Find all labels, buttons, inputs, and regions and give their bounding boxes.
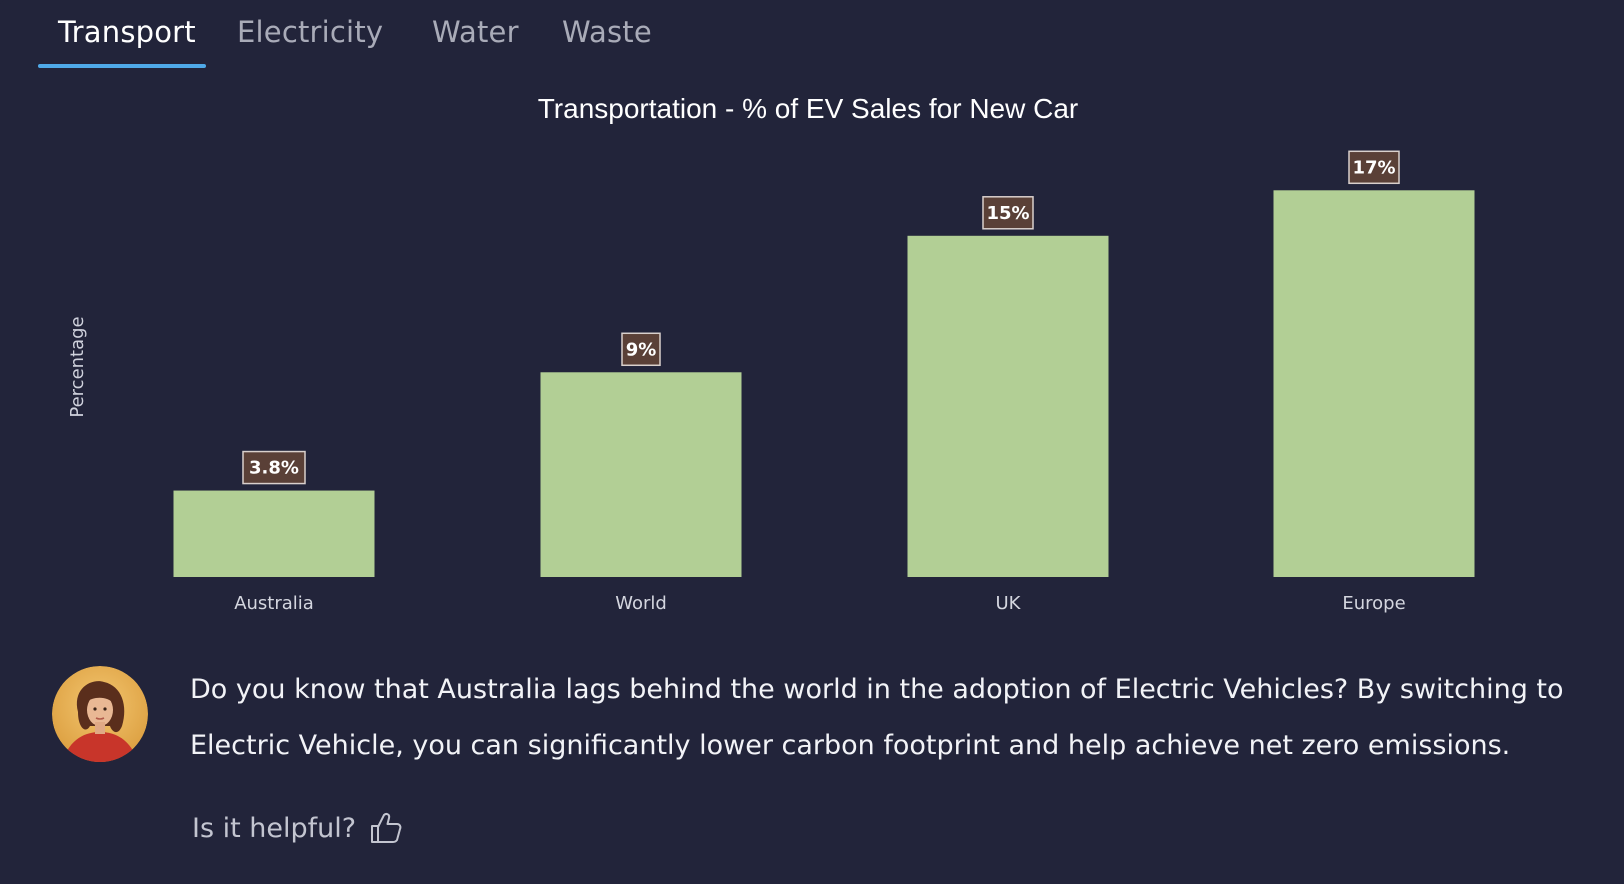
tab-waste[interactable]: Waste	[562, 15, 652, 49]
data-label-world: 9%	[626, 339, 657, 360]
insight-message: Do you know that Australia lags behind t…	[190, 674, 1564, 761]
data-label-box-australia	[242, 450, 306, 485]
tab-bar: Transport Electricity Water Waste	[38, 0, 738, 70]
tab-electricity[interactable]: Electricity	[237, 15, 384, 49]
bars-group: 3.8% Australia 9% World 15% UK 17% Europe	[173, 150, 1475, 614]
avatar-portrait-icon	[52, 666, 148, 762]
data-label-box-uk	[982, 196, 1034, 230]
x-tick-label-europe: Europe	[1342, 593, 1405, 614]
y-axis-label: Percentage	[67, 316, 88, 417]
tab-water[interactable]: Water	[432, 15, 519, 49]
data-label-box-world	[621, 332, 661, 367]
bar-uk	[907, 235, 1109, 578]
bar-australia	[173, 490, 375, 577]
x-tick-label-world: World	[615, 593, 667, 614]
feedback-row: Is it helpful?	[192, 806, 404, 850]
x-tick-label-uk: UK	[996, 593, 1022, 614]
tab-transport[interactable]: Transport	[58, 15, 196, 49]
active-tab-indicator	[38, 64, 206, 68]
feedback-label: Is it helpful?	[192, 812, 357, 844]
bar-europe	[1273, 190, 1475, 577]
thumbs-up-icon[interactable]	[368, 810, 404, 846]
data-label-uk: 15%	[986, 203, 1029, 224]
bar-world	[540, 372, 742, 577]
chart-title: Transportation - % of EV Sales for New C…	[538, 93, 1079, 124]
ev-sales-bar-chart: Transportation - % of EV Sales for New C…	[67, 93, 1475, 614]
avatar	[52, 666, 148, 762]
data-label-europe: 17%	[1352, 157, 1395, 178]
data-label-box-europe	[1348, 150, 1400, 185]
x-tick-label-australia: Australia	[234, 593, 314, 614]
data-label-australia: 3.8%	[249, 458, 299, 479]
